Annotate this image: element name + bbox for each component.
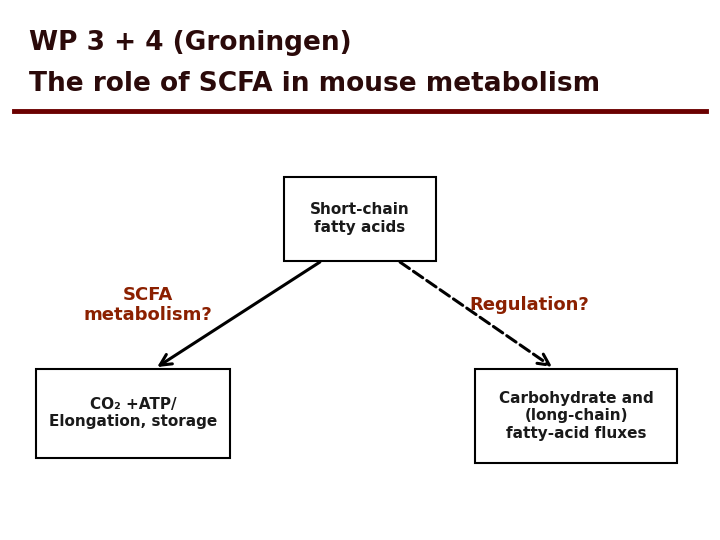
Text: SCFA
metabolism?: SCFA metabolism? bbox=[84, 286, 212, 325]
Text: The role of SCFA in mouse metabolism: The role of SCFA in mouse metabolism bbox=[29, 71, 600, 97]
Text: Regulation?: Regulation? bbox=[469, 296, 589, 314]
FancyBboxPatch shape bbox=[36, 368, 230, 458]
FancyBboxPatch shape bbox=[284, 177, 436, 261]
Text: Carbohydrate and
(long-chain)
fatty-acid fluxes: Carbohydrate and (long-chain) fatty-acid… bbox=[499, 391, 653, 441]
Text: CO₂ +ATP/
Elongation, storage: CO₂ +ATP/ Elongation, storage bbox=[49, 397, 217, 429]
FancyBboxPatch shape bbox=[475, 368, 677, 463]
Text: WP 3 + 4 (Groningen): WP 3 + 4 (Groningen) bbox=[29, 30, 351, 56]
Text: Short-chain
fatty acids: Short-chain fatty acids bbox=[310, 202, 410, 235]
